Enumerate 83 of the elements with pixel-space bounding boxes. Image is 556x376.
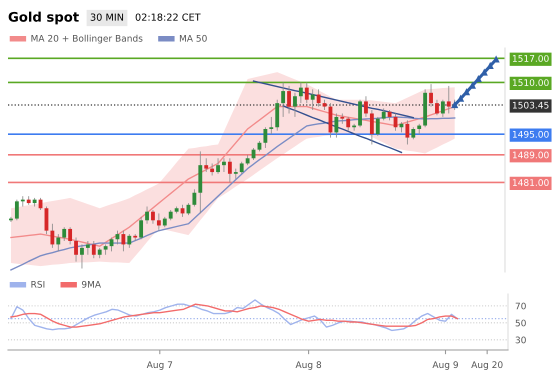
candlestick [68,226,72,245]
x-tick-label: Aug 20 [471,361,503,370]
point [463,88,470,96]
candlestick [429,84,433,108]
candlestick [258,140,262,152]
point [475,76,482,82]
candlestick [116,230,120,245]
y-tick-label: 30 [516,336,526,344]
candlestick [304,82,309,104]
line-series [252,80,414,118]
candlestick [376,116,380,136]
x-tick-label: Aug 7 [146,361,172,370]
y-tick-label: 70 [516,302,526,310]
candlestick [20,196,25,207]
candlestick [92,240,96,259]
legend-label: RSI [31,280,44,288]
legend-label: MA 20 + Bollinger Bands [31,34,142,44]
y-tick-label: 1510.00 [512,79,549,86]
candlestick [168,210,173,221]
candlestick [192,188,196,207]
candlestick [98,247,102,259]
candlestick [186,202,190,216]
candlestick [417,123,422,135]
candlestick [316,88,321,108]
candlestick [151,210,155,224]
candlestick [440,99,445,118]
chart-subtitle: 30 MIN [90,13,124,21]
candlestick [334,113,338,138]
candlestick [287,85,291,114]
candlestick [121,230,126,252]
candlestick [322,99,326,110]
candlestick [400,122,404,133]
line-series [282,105,402,154]
y-tick-label: 1489.00 [512,152,549,158]
y-tick-label: 1503.45 [512,102,548,109]
y-tick-label: 1495.00 [512,130,549,138]
legend-label: MA 50 [180,34,207,42]
candlestick [162,216,167,228]
candlestick [50,223,54,248]
y-tick-label: 1517.00 [512,55,549,62]
y-tick-label: 50 [516,320,526,326]
candlestick [435,99,439,116]
candlestick [104,244,108,256]
candlestick [405,120,410,145]
candlestick [216,158,220,174]
legend-label: 9MA [82,280,101,288]
candlestick [281,82,286,118]
y-tick-label: 1481.00 [512,179,549,186]
candlestick [38,197,42,210]
text: 02:18:22 CET [136,13,201,21]
candlestick [370,110,374,145]
candlestick [364,96,368,118]
point [481,69,488,76]
candlestick [86,240,90,256]
candlestick [394,113,398,132]
candlestick [56,234,60,252]
x-tick-label: Aug 9 [432,361,458,370]
candlestick [156,212,161,232]
candlestick [234,168,238,180]
point [469,82,476,89]
candlestick [388,110,392,121]
x-tick-label: Aug 8 [296,361,322,370]
candlestick [204,158,208,172]
point [452,102,458,108]
candlestick [110,237,114,252]
candlestick [246,154,250,166]
candlestick [222,158,226,172]
candlestick [74,237,78,262]
candlestick [180,204,184,218]
candlestick [346,116,350,132]
candlestick [263,126,268,148]
candlestick [252,148,256,160]
candlestick [293,92,297,118]
point [487,62,494,70]
candlestick [228,158,232,183]
candlestick [139,216,144,240]
candlestick [298,82,303,104]
candlestick [14,199,19,221]
candlestick [210,163,214,176]
candlestick [80,244,84,269]
candlestick [44,206,48,235]
candlestick [145,206,149,224]
chart-title: Gold spot [8,12,79,24]
